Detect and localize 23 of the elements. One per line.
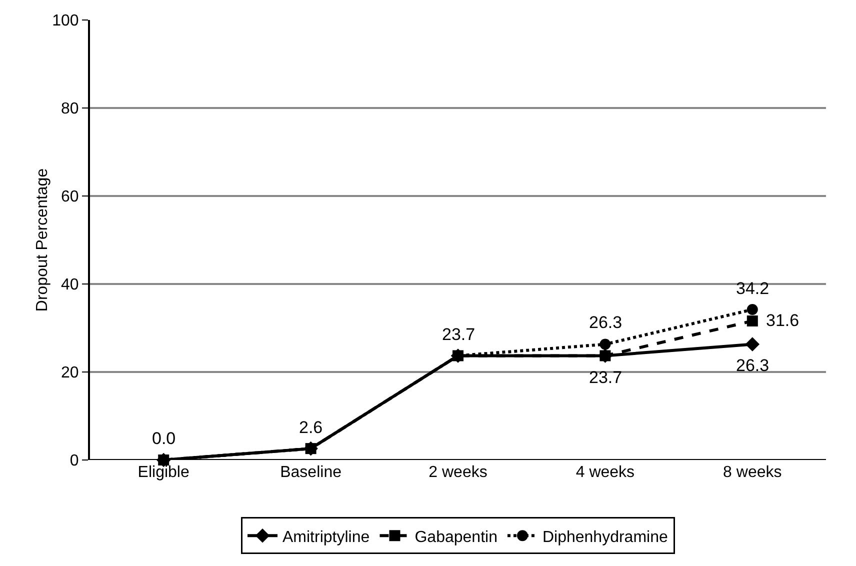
x-tick-label: Baseline [280,464,342,481]
x-tick-label: Eligible [138,464,190,481]
data-label: 34.2 [736,279,770,298]
data-label: 0.0 [152,429,176,448]
legend-label: Gabapentin [414,528,498,546]
x-tick-label: 8 weeks [723,464,782,481]
data-label: 2.6 [299,418,323,437]
legend-label: Amitriptyline [282,528,370,546]
x-tick-label: 2 weeks [428,464,488,481]
data-label: 26.3 [589,313,622,332]
x-tick-label: 4 weeks [576,464,635,481]
y-tick-label: 80 [61,100,79,118]
data-label: 31.6 [766,311,800,330]
legend-label: Diphenhydramine [542,528,668,546]
y-tick-label: 20 [61,364,79,382]
y-tick-label: 60 [61,188,79,206]
y-axis-title: Dropout Percentage [34,168,51,312]
y-tick-label: 0 [70,452,79,470]
data-label: 23.7 [589,368,622,387]
data-label: 26.3 [736,356,770,375]
data-label: 23.7 [442,325,476,344]
y-tick-label: 100 [52,12,79,30]
y-tick-label: 40 [61,276,79,294]
